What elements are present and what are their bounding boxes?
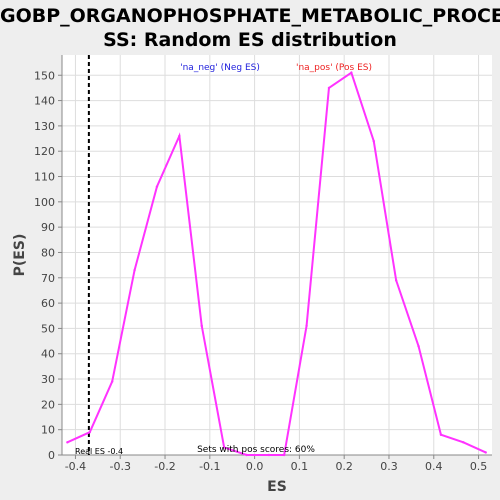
- series-point: [417, 344, 420, 348]
- x-tick-label: 0.3: [380, 460, 398, 473]
- y-tick-label: 20: [41, 398, 55, 411]
- real-es-label: Real ES -0.4: [75, 447, 123, 456]
- y-tick-label: 90: [41, 221, 55, 234]
- x-tick-label: 0.2: [335, 460, 353, 473]
- x-tick-label: -0.3: [109, 460, 130, 473]
- plot-area: [62, 55, 492, 455]
- y-tick-label: 100: [34, 196, 55, 209]
- y-tick-label: 50: [41, 322, 55, 335]
- series-point: [484, 451, 487, 454]
- y-tick-label: 140: [34, 95, 55, 108]
- pos-scores-label: Sets with pos scores: 60%: [197, 445, 315, 455]
- x-tick-label: 0.4: [425, 460, 443, 473]
- x-tick-label: 0.0: [246, 460, 264, 473]
- series-line-es-distribution: [66, 71, 487, 456]
- y-tick-label: 40: [41, 348, 55, 361]
- series-point: [200, 324, 203, 328]
- series-point: [222, 446, 226, 449]
- chart-title-line-2: SS: Random ES distribution: [103, 29, 397, 51]
- y-tick-label: 30: [41, 373, 55, 386]
- y-tick-label: 150: [34, 69, 55, 82]
- x-tick-label: 0.1: [291, 460, 309, 473]
- series-point: [394, 279, 398, 282]
- series-point: [88, 431, 91, 434]
- series-point: [439, 433, 443, 436]
- legend-pos-es: 'na_pos' (Pos ES): [296, 63, 372, 73]
- y-tick-label: 10: [41, 424, 55, 437]
- series-point: [155, 185, 159, 188]
- legend-neg-es: 'na_neg' (Neg ES): [180, 63, 260, 73]
- y-tick-label: 80: [41, 246, 55, 259]
- series-point: [267, 453, 271, 457]
- x-tick-label: -0.2: [154, 460, 175, 473]
- series-point: [66, 441, 69, 444]
- series-point: [327, 86, 331, 90]
- series-point: [372, 139, 375, 143]
- series-point: [178, 134, 181, 138]
- series-point: [305, 324, 308, 328]
- series-point: [282, 453, 286, 457]
- y-axis-label: P(ES): [12, 234, 28, 277]
- y-tick-label: 70: [41, 272, 55, 285]
- series-point: [462, 441, 465, 444]
- series-point: [110, 380, 114, 383]
- series-point: [133, 268, 136, 272]
- x-axis-label: ES: [267, 479, 287, 495]
- series-points: [66, 71, 487, 457]
- y-ticks: 0 10 20 30 40 50 60 70 80 90 100 110 120 130 140 150: [34, 69, 62, 462]
- y-tick-label: 0: [48, 449, 55, 462]
- y-tick-label: 130: [34, 120, 55, 133]
- chart-title: GOBP_ORGANOPHOSPHATE_METABOLIC_PROCE SS:…: [0, 4, 500, 52]
- x-tick-label: -0.1: [199, 460, 220, 473]
- x-tick-label: 0.5: [470, 460, 488, 473]
- x-ticks: -0.4 -0.3 -0.2 -0.1 0.0 0.1 0.2 0.3 0.4 0.5: [65, 455, 488, 473]
- series-point: [350, 71, 353, 74]
- y-tick-label: 120: [34, 145, 55, 158]
- x-tick-label: -0.4: [65, 460, 86, 473]
- y-tick-label: 110: [34, 171, 55, 184]
- chart-title-line-1: GOBP_ORGANOPHOSPHATE_METABOLIC_PROCE: [0, 5, 500, 27]
- series-point: [245, 453, 248, 457]
- y-tick-label: 60: [41, 297, 55, 310]
